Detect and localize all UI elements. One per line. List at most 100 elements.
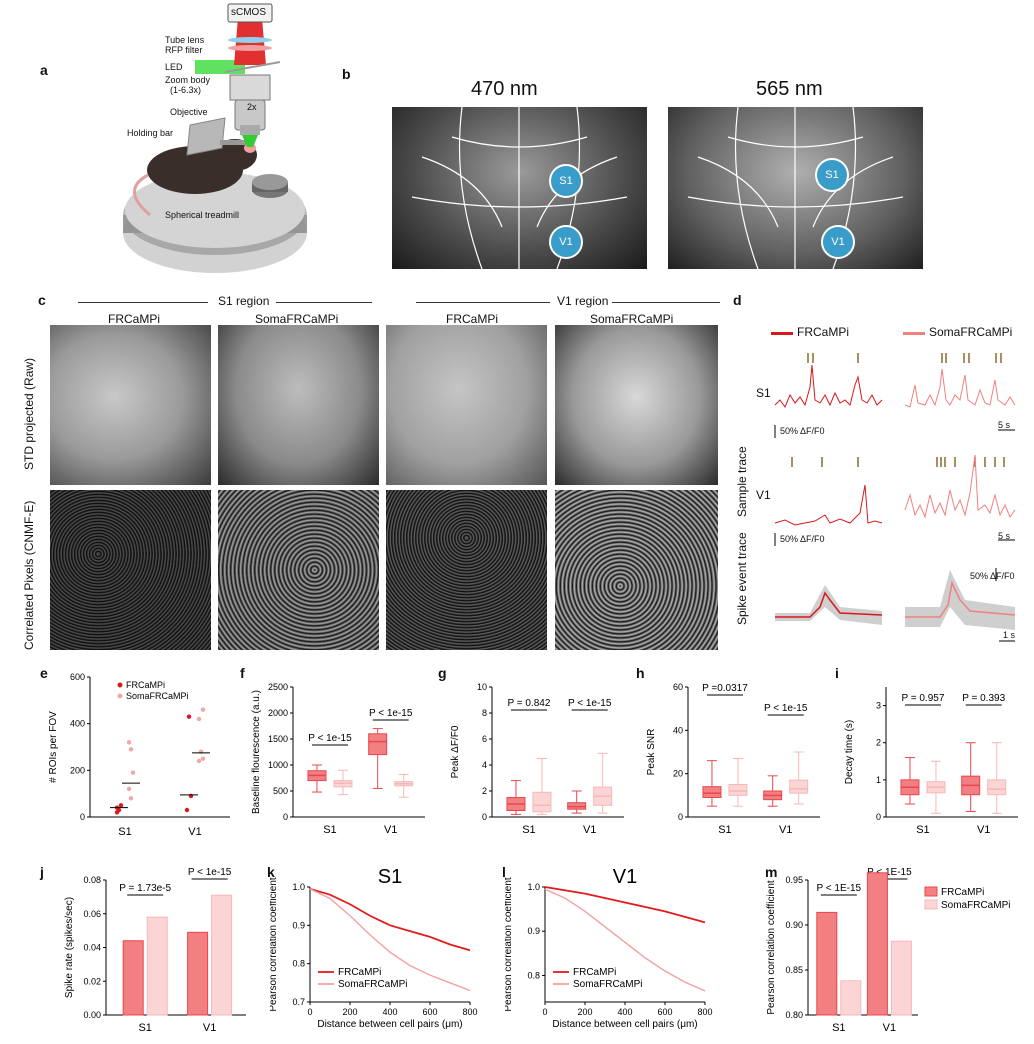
treadmill-label: Spherical treadmill — [165, 210, 240, 220]
legend-swatch — [924, 886, 938, 897]
b-left-roi-v1: V1 — [549, 225, 583, 259]
d-legend-frcampi: FRCaMPi — [797, 325, 850, 339]
scatter-point — [200, 756, 206, 761]
c-row2-label: Correlated Pixels (CNMF-E) — [22, 500, 36, 650]
x-tick-label: S1 — [832, 1022, 845, 1034]
scatter-point — [126, 786, 132, 792]
d-spike-event-label: Spike event trace — [735, 532, 749, 625]
series-line — [309, 888, 471, 992]
panel-label-k: k — [267, 864, 275, 880]
c-std-frcampi-v1 — [386, 325, 547, 485]
legend-swatch — [924, 899, 938, 910]
series-line — [544, 888, 706, 992]
b-right-title: 565 nm — [756, 78, 823, 100]
x-tick-label: V1 — [779, 824, 792, 836]
y-axis-label: Pearson correlation coefficient — [505, 877, 514, 1012]
y-tick-label: 0.00 — [83, 1010, 101, 1020]
scatter-point — [126, 740, 132, 745]
x-tick-label: 800 — [462, 1007, 477, 1017]
c-row1-label: STD projected (Raw) — [22, 357, 36, 470]
objective-label: Objective — [170, 107, 208, 117]
p-value-label: P = 1.73e-5 — [119, 883, 171, 894]
y-tick-label: 2 — [876, 738, 881, 748]
y-axis-label: Decay time (s) — [844, 720, 855, 784]
chart-title: V1 — [613, 866, 637, 888]
scatter-point — [184, 807, 190, 813]
p-value-label: P = 0.842 — [507, 698, 550, 709]
y-tick-label: 0.90 — [785, 920, 803, 930]
scatter-point — [118, 803, 124, 808]
bar — [122, 940, 144, 1016]
series-line — [544, 886, 706, 924]
p-value-label: P < 1E-15 — [817, 883, 862, 894]
y-tick-label: 10 — [477, 682, 487, 692]
widefield-565-image: S1 V1 — [668, 107, 923, 269]
d-legend-frcampi-swatch — [771, 332, 793, 335]
y-tick-label: 0.08 — [83, 875, 101, 885]
c-col-frcampi-v1: FRCaMPi — [446, 312, 499, 326]
scatter-point — [114, 810, 120, 815]
chart-l: 0.8 0.9 1.0 Pearson correlation coefficient… — [505, 866, 713, 1030]
x-axis-label: Distance between cell pairs (μm) — [317, 1019, 462, 1030]
bar — [211, 894, 233, 1016]
y-tick-label: 4 — [482, 760, 487, 770]
p-value-label: P < 1E-15 — [867, 867, 912, 878]
panel-label-e: e — [40, 665, 48, 681]
box — [368, 733, 388, 756]
legend-marker — [117, 682, 123, 688]
chart-e: 0 200 400 600 # ROIs per FOV S1 V1 FRCaMPiSomaF… — [48, 672, 230, 838]
panel-label-a: a — [40, 62, 48, 78]
rfp-filter-label: RFP filter — [165, 45, 203, 55]
legend-label: SomaFRCaMPi — [941, 900, 1010, 911]
panel-label-h: h — [636, 665, 645, 681]
b-right-roi-v1: V1 — [821, 225, 855, 259]
y-tick-label: 20 — [673, 769, 683, 779]
x-tick-label: S1 — [916, 824, 929, 836]
y-tick-label: 0 — [283, 812, 288, 822]
x-tick-label: V1 — [203, 1022, 216, 1034]
legend-label: SomaFRCaMPi — [573, 979, 642, 990]
chart-j: 0.00 0.02 0.04 0.06 0.08 Spike rate (spikes/s… — [64, 867, 246, 1034]
y-axis-label: Baseline flourescence (a.u.) — [251, 690, 262, 814]
d-row-v1: V1 — [756, 488, 771, 502]
x-tick-label: 800 — [697, 1007, 712, 1017]
y-tick-label: 1.0 — [292, 882, 305, 892]
y-tick-label: 2500 — [268, 682, 288, 692]
c-s1-region: S1 region — [218, 294, 270, 308]
y-axis-label: Peak ΔF/F0 — [450, 725, 461, 778]
zoom-range-label: (1-6.3x) — [170, 85, 202, 95]
p-value-label: P = 0.957 — [901, 693, 944, 704]
d-scale-5s-s1: 5 s — [998, 420, 1011, 430]
y-tick-label: 0.8 — [292, 959, 305, 969]
x-axis-label: Distance between cell pairs (μm) — [552, 1019, 697, 1030]
panel-label-c: c — [38, 292, 46, 308]
p-value-label: P < 1e-15 — [764, 703, 808, 714]
panel-label-g: g — [438, 665, 447, 681]
bar — [146, 916, 168, 1016]
chart-h: 0 20 40 60 Peak SNR S1 V1 P =0.0317 P < 1e-15 — [646, 682, 820, 836]
x-tick-label: 200 — [342, 1007, 357, 1017]
y-axis-label: Peak SNR — [646, 729, 657, 776]
y-tick-label: 1500 — [268, 734, 288, 744]
y-tick-label: 0.8 — [527, 970, 540, 980]
box — [702, 786, 722, 798]
scatter-point — [196, 716, 202, 722]
b-left-roi-s1: S1 — [549, 164, 583, 198]
x-tick-label: 0 — [307, 1007, 312, 1017]
d-sample-trace-label: Sample trace — [735, 446, 749, 517]
y-axis-label: Pearson correlation coefficient — [766, 880, 777, 1015]
x-tick-label: 600 — [422, 1007, 437, 1017]
c-col-frcampi-s1: FRCaMPi — [108, 312, 161, 326]
p-value-label: P = 0.393 — [962, 693, 1005, 704]
box — [728, 784, 748, 796]
x-tick-label: S1 — [118, 826, 131, 838]
p-value-label: P =0.0317 — [702, 683, 748, 694]
d-scale-1s: 1 s — [1003, 630, 1016, 640]
x-tick-label: 600 — [657, 1007, 672, 1017]
scatter-point — [128, 796, 134, 801]
objective-mag-label: 2x — [247, 102, 257, 112]
scatter-point — [128, 747, 134, 752]
chart-i: 0 1 2 3 Decay time (s) S1 V1 P = 0.957 P = 0.393 — [844, 687, 1018, 836]
y-tick-label: 60 — [673, 682, 683, 692]
chart-title: S1 — [378, 866, 402, 888]
